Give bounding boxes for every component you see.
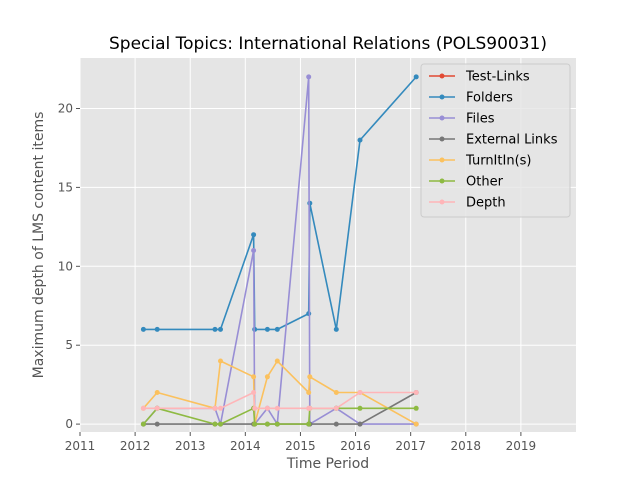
- legend-item: Folders: [429, 91, 513, 106]
- data-point: [251, 232, 257, 238]
- data-point: [357, 405, 363, 411]
- data-point: [274, 358, 280, 364]
- data-point: [333, 390, 339, 395]
- data-point: [306, 74, 312, 80]
- series-depth: [140, 390, 419, 411]
- data-point: [264, 374, 270, 380]
- data-point: [306, 421, 312, 427]
- y-tick-label: 0: [65, 417, 73, 431]
- y-tick-label: 10: [58, 259, 73, 273]
- data-point: [413, 421, 419, 427]
- x-tick-label: 2013: [175, 439, 206, 453]
- data-point: [357, 390, 363, 395]
- legend-item: External Links: [429, 133, 558, 148]
- data-point: [306, 390, 312, 395]
- series-layer: [140, 74, 419, 427]
- data-point: [140, 326, 146, 332]
- data-point: [218, 421, 223, 427]
- legend-label: Files: [466, 112, 495, 127]
- data-point: [251, 374, 257, 380]
- legend-item: Files: [429, 112, 495, 127]
- data-point: [274, 421, 280, 427]
- x-tick-label: 2018: [451, 439, 482, 453]
- data-point: [251, 390, 257, 395]
- legend-item: TurnItIn(s): [429, 154, 531, 169]
- data-point: [413, 74, 419, 80]
- x-axis-label: Time Period: [286, 456, 369, 472]
- legend: Test-Links Folders Files External Links Turn…: [420, 63, 571, 218]
- legend-swatch-marker: [439, 136, 445, 142]
- data-point: [274, 326, 280, 332]
- data-point: [252, 421, 258, 427]
- x-tick-label: 2016: [340, 439, 371, 453]
- legend-swatch-marker: [439, 157, 445, 163]
- data-point: [212, 405, 218, 411]
- data-point: [212, 421, 218, 427]
- data-point: [413, 405, 419, 411]
- x-tick-label: 2015: [285, 439, 316, 453]
- legend-item: Test-Links: [429, 70, 530, 85]
- legend-item: Other: [429, 175, 504, 190]
- data-point: [154, 390, 160, 395]
- data-point: [140, 405, 146, 411]
- data-point: [333, 405, 339, 411]
- data-point: [357, 137, 363, 143]
- y-axis-label: Maximum depth of LMS content items: [31, 112, 47, 379]
- data-point: [154, 326, 160, 332]
- data-point: [357, 421, 363, 427]
- legend-label: Test-Links: [465, 70, 530, 85]
- data-point: [154, 421, 160, 427]
- legend-label: External Links: [466, 133, 558, 148]
- data-point: [218, 405, 223, 411]
- legend-swatch-marker: [439, 115, 445, 121]
- x-tick-label: 2012: [120, 439, 151, 453]
- data-point: [307, 405, 313, 411]
- x-tick-label: 2019: [506, 439, 537, 453]
- data-point: [154, 405, 160, 411]
- data-point: [218, 358, 223, 364]
- data-point: [264, 405, 270, 411]
- data-point: [274, 405, 280, 411]
- chart-title: Special Topics: International Relations …: [109, 34, 547, 54]
- data-point: [333, 421, 339, 427]
- legend-label: TurnItIn(s): [465, 154, 531, 169]
- x-axis-ticks: 2011 2012 2013 2014 2015 2016 2017 2018 2019: [65, 432, 536, 453]
- data-point: [264, 421, 270, 427]
- data-point: [218, 326, 223, 332]
- legend-label: Other: [466, 175, 504, 190]
- legend-swatch-marker: [439, 73, 445, 79]
- legend-box: [420, 63, 571, 218]
- data-point: [413, 390, 419, 395]
- y-tick-label: 15: [58, 180, 73, 194]
- legend-swatch-marker: [439, 199, 445, 205]
- data-point: [212, 326, 218, 332]
- x-tick-label: 2014: [230, 439, 261, 453]
- legend-swatch-marker: [439, 94, 445, 100]
- data-point: [252, 405, 258, 411]
- grid: [79, 58, 576, 432]
- x-tick-label: 2011: [65, 439, 96, 453]
- legend-item: Depth: [429, 196, 506, 211]
- y-axis-ticks: 0 5 10 15 20: [58, 101, 80, 431]
- legend-swatch-marker: [439, 178, 445, 184]
- data-point: [307, 374, 313, 380]
- legend-label: Folders: [466, 91, 513, 106]
- data-point: [264, 326, 270, 332]
- data-point: [251, 248, 257, 253]
- y-tick-label: 20: [58, 101, 73, 115]
- data-point: [140, 421, 146, 427]
- legend-label: Depth: [466, 196, 506, 211]
- data-point: [333, 326, 339, 332]
- x-tick-label: 2017: [395, 439, 426, 453]
- y-tick-label: 5: [65, 338, 73, 352]
